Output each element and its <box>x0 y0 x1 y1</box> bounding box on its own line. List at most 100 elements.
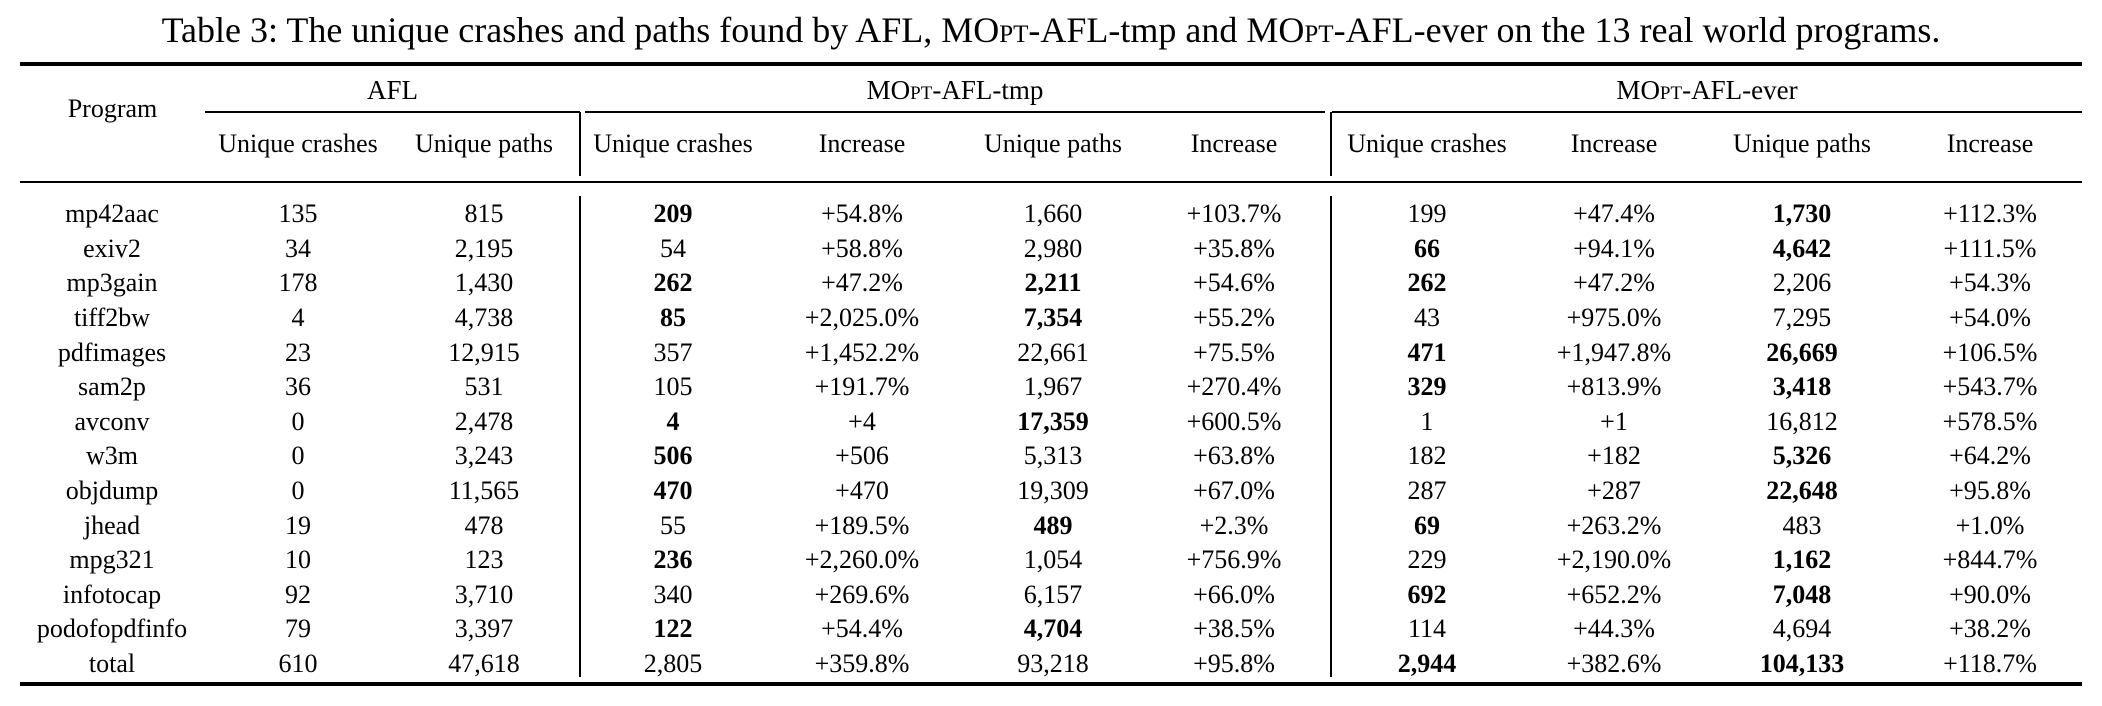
cell-tmp-crashes: 470 <box>653 476 693 506</box>
cell-ever-crashes: 182 <box>1407 441 1447 471</box>
cell-afl-paths: 11,565 <box>448 476 520 506</box>
cell-ever-crashes: 2,944 <box>1397 649 1457 679</box>
subheader-tmp-paths: Unique paths <box>984 129 1122 158</box>
cell-tmp-crash-inc: +1,452.2% <box>804 337 920 367</box>
cell-tmp-crash-inc: +54.4% <box>821 614 903 644</box>
cell-program: avconv <box>74 406 150 436</box>
caption-text: Table 3: The unique crashes and paths fo… <box>161 10 974 50</box>
cell-ever-crashes: 199 <box>1407 199 1447 229</box>
column-divider <box>579 196 581 677</box>
caption-small-caps: Opt <box>973 10 1029 50</box>
cell-tmp-crashes: 54 <box>660 233 686 263</box>
subheader-afl-paths: Unique paths <box>415 129 553 158</box>
cell-afl-paths: 3,397 <box>454 614 514 644</box>
cell-program: exiv2 <box>83 233 141 263</box>
cell-ever-paths: 1,162 <box>1772 545 1832 575</box>
cell-ever-crash-inc: +1 <box>1600 406 1628 436</box>
cell-tmp-paths: 22,661 <box>1017 337 1089 367</box>
subheader-tmp-crash-inc: Increase <box>818 129 906 158</box>
header-mopt-afl-ever: M Opt -AFL-ever <box>1332 72 2082 108</box>
cell-ever-crash-inc: +263.2% <box>1566 510 1662 540</box>
cell-ever-path-inc: +95.8% <box>1949 476 2031 506</box>
cell-afl-paths: 2,478 <box>454 406 514 436</box>
cell-ever-crash-inc: +975.0% <box>1566 303 1662 333</box>
cell-ever-paths: 5,326 <box>1772 441 1832 471</box>
cell-ever-crash-inc: +1,947.8% <box>1556 337 1672 367</box>
tmp-group-rule <box>585 111 1325 113</box>
caption-text: -AFL-ever on the 13 real world programs. <box>1333 10 1941 50</box>
cell-ever-path-inc: +90.0% <box>1949 579 2031 609</box>
cell-tmp-path-inc: +66.0% <box>1193 579 1275 609</box>
cell-tmp-crash-inc: +359.8% <box>814 649 910 679</box>
cell-afl-paths: 3,710 <box>454 579 514 609</box>
cell-tmp-path-inc: +600.5% <box>1186 406 1282 436</box>
cell-program: pdfimages <box>57 337 167 367</box>
caption-text: -AFL-tmp and M <box>1028 10 1279 50</box>
cell-ever-paths: 4,694 <box>1772 614 1832 644</box>
cell-ever-crash-inc: +652.2% <box>1566 579 1662 609</box>
subheader-tmp-path-inc: Increase <box>1190 129 1278 158</box>
cell-afl-crashes: 19 <box>285 510 311 540</box>
cell-tmp-crashes: 262 <box>653 268 693 298</box>
cell-tmp-path-inc: +67.0% <box>1193 476 1275 506</box>
cell-ever-crash-inc: +94.1% <box>1573 233 1655 263</box>
subheader-afl-crashes: Unique crashes <box>218 129 378 158</box>
header-program: Program <box>67 94 158 123</box>
cell-tmp-path-inc: +63.8% <box>1193 441 1275 471</box>
cell-ever-path-inc: +1.0% <box>1955 510 2025 540</box>
header-text: -AFL-tmp <box>932 75 1044 105</box>
cell-tmp-crash-inc: +58.8% <box>821 233 903 263</box>
cell-tmp-path-inc: +2.3% <box>1199 510 1269 540</box>
cell-ever-crashes: 43 <box>1414 303 1440 333</box>
cell-tmp-paths: 19,309 <box>1017 476 1089 506</box>
header-text: -AFL-ever <box>1682 75 1798 105</box>
cell-afl-crashes: 610 <box>278 649 318 679</box>
cell-afl-crashes: 79 <box>285 614 311 644</box>
cell-program: w3m <box>86 441 138 471</box>
cell-afl-paths: 123 <box>464 545 504 575</box>
column-divider <box>1330 196 1332 677</box>
cell-ever-crashes: 692 <box>1407 579 1447 609</box>
cell-ever-paths: 2,206 <box>1772 268 1832 298</box>
cell-ever-path-inc: +38.2% <box>1949 614 2031 644</box>
table-caption: Table 3: The unique crashes and paths fo… <box>0 6 2102 54</box>
caption-small-caps: Opt <box>1278 10 1334 50</box>
cell-program: mpg321 <box>69 545 155 575</box>
cell-afl-crashes: 4 <box>291 303 305 333</box>
cell-afl-crashes: 0 <box>291 476 305 506</box>
cell-program: mp3gain <box>66 268 158 298</box>
cell-ever-path-inc: +118.7% <box>1943 649 2037 679</box>
cell-ever-paths: 3,418 <box>1772 372 1832 402</box>
cell-ever-path-inc: +54.3% <box>1949 268 2031 298</box>
header-afl: AFL <box>366 75 418 105</box>
cell-ever-crashes: 229 <box>1407 545 1447 575</box>
cell-tmp-crash-inc: +2,260.0% <box>804 545 920 575</box>
cell-ever-crash-inc: +44.3% <box>1573 614 1655 644</box>
cell-program: infotocap <box>62 579 162 609</box>
cell-afl-crashes: 0 <box>291 406 305 436</box>
cell-afl-paths: 531 <box>464 372 504 402</box>
cell-tmp-paths: 2,211 <box>1024 268 1082 298</box>
cell-program: objdump <box>65 476 159 506</box>
cell-tmp-crash-inc: +470 <box>835 476 889 506</box>
cell-tmp-path-inc: +756.9% <box>1186 545 1282 575</box>
cell-ever-crash-inc: +813.9% <box>1566 372 1662 402</box>
cell-tmp-paths: 1,660 <box>1023 199 1083 229</box>
cell-ever-path-inc: +64.2% <box>1949 441 2031 471</box>
cell-tmp-paths: 7,354 <box>1023 303 1083 333</box>
afl-group-rule <box>205 111 580 113</box>
cell-tmp-path-inc: +95.8% <box>1193 649 1275 679</box>
cell-ever-crash-inc: +382.6% <box>1566 649 1662 679</box>
cell-tmp-crashes: 209 <box>653 199 693 229</box>
subheader-ever-paths: Unique paths <box>1733 129 1871 158</box>
cell-ever-paths: 104,133 <box>1759 649 1845 679</box>
header-small-caps: Opt <box>890 75 933 105</box>
cell-tmp-crashes: 4 <box>666 406 680 436</box>
cell-afl-crashes: 36 <box>285 372 311 402</box>
cell-tmp-crash-inc: +54.8% <box>821 199 903 229</box>
header-rule <box>20 181 2082 183</box>
cell-program: sam2p <box>78 372 146 402</box>
cell-ever-crash-inc: +47.4% <box>1573 199 1655 229</box>
cell-program: total <box>88 649 136 679</box>
cell-ever-crashes: 114 <box>1407 614 1447 644</box>
